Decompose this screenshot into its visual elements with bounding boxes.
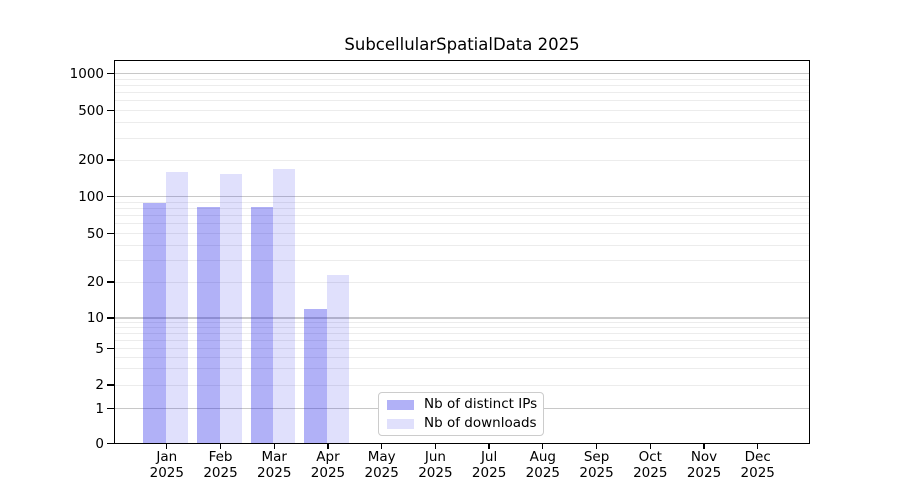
x-tick-mark-apr (327, 443, 329, 449)
x-tick-mark-dec (757, 443, 759, 449)
x-tick-mark-jun (434, 443, 437, 449)
x-tick-label-apr: Apr 2025 (310, 449, 346, 481)
y-tick-label-50: 50 (86, 225, 104, 242)
x-tick-label-mar: Mar 2025 (257, 449, 292, 481)
x-tick-label-jul: Jul 2025 (471, 449, 507, 481)
y-tick-mark-10 (107, 317, 114, 319)
y-gridline-minor-900 (114, 78, 810, 80)
y-tick-label-5: 5 (95, 340, 104, 357)
y-gridline-minor-6 (114, 339, 810, 341)
y-gridline-minor-8 (114, 327, 810, 329)
y-tick-mark-20 (107, 281, 114, 283)
y-gridline-minor-400 (114, 122, 810, 124)
y-tick-label-20: 20 (86, 274, 104, 290)
y-gridline-minor-9 (114, 322, 810, 324)
y-gridline-minor-90 (114, 201, 810, 203)
x-tick-label-sep: Sep 2025 (579, 449, 614, 481)
y-gridline-minor-3 (114, 368, 810, 370)
y-gridline-minor-20 (114, 281, 810, 283)
y-tick-label-200: 200 (78, 152, 104, 168)
bar-distinct-ips-feb (197, 207, 220, 444)
x-tick-mark-nov (703, 443, 705, 449)
y-gridline-minor-40 (114, 244, 810, 246)
x-tick-mark-sep (595, 443, 598, 449)
y-gridline-major-10 (114, 317, 810, 319)
y-tick-label-1: 1 (95, 400, 104, 417)
y-gridline-minor-200 (114, 159, 810, 161)
y-tick-label-2: 2 (95, 377, 104, 393)
x-tick-label-dec: Dec 2025 (740, 449, 775, 481)
y-tick-mark-1000 (107, 72, 114, 75)
y-tick-label-10: 10 (86, 310, 104, 326)
bar-downloads-mar (273, 169, 296, 444)
y-gridline-minor-600 (114, 100, 810, 102)
y-gridline-minor-800 (114, 84, 810, 86)
y-gridline-minor-5 (114, 348, 810, 349)
y-gridline-minor-300 (114, 137, 810, 139)
y-gridline-minor-50 (114, 233, 810, 234)
y-tick-mark-500 (107, 109, 114, 112)
y-gridline-minor-500 (114, 110, 810, 111)
y-tick-label-500: 500 (78, 102, 104, 119)
x-tick-label-nov: Nov 2025 (686, 449, 722, 481)
x-tick-label-feb: Feb 2025 (203, 449, 238, 481)
y-tick-mark-1 (107, 407, 114, 410)
x-tick-mark-may (381, 443, 383, 449)
x-tick-label-may: May 2025 (364, 449, 399, 481)
y-gridline-major-1000 (114, 72, 810, 75)
y-tick-mark-2 (107, 384, 114, 386)
legend-label-downloads: Nb of downloads (424, 415, 537, 431)
y-tick-mark-200 (107, 159, 114, 161)
y-tick-mark-5 (107, 347, 114, 350)
y-gridline-minor-30 (114, 260, 810, 262)
bar-downloads-feb (219, 174, 242, 444)
bar-downloads-jan (165, 172, 188, 444)
legend-swatch-distinct-ips-icon (387, 399, 414, 410)
x-tick-mark-feb (219, 443, 222, 449)
y-tick-mark-100 (107, 195, 114, 198)
x-tick-mark-jan (166, 443, 168, 449)
x-tick-mark-oct (649, 443, 651, 449)
x-tick-label-oct: Oct 2025 (633, 449, 668, 481)
y-gridline-major-100 (114, 195, 810, 198)
x-tick-mark-mar (273, 443, 275, 449)
legend-swatch-downloads-icon (387, 418, 414, 429)
bar-distinct-ips-apr (304, 308, 327, 444)
y-tick-label-1000: 1000 (69, 65, 104, 82)
y-gridline-minor-2 (114, 384, 810, 386)
y-gridline-minor-700 (114, 92, 810, 94)
x-tick-label-jun: Jun 2025 (418, 449, 453, 481)
legend-item-downloads: Nb of downloads (387, 415, 537, 431)
legend-label-distinct-ips: Nb of distinct IPs (424, 396, 538, 412)
x-tick-mark-aug (542, 443, 544, 449)
y-gridline-minor-60 (114, 223, 810, 225)
y-tick-label-100: 100 (78, 188, 104, 205)
y-tick-label-0: 0 (95, 435, 104, 452)
x-tick-label-aug: Aug 2025 (525, 449, 560, 481)
y-gridline-minor-80 (114, 207, 810, 209)
bar-downloads-apr (326, 274, 349, 444)
y-tick-mark-0 (107, 442, 114, 445)
bar-distinct-ips-mar (250, 207, 274, 444)
y-gridline-minor-7 (114, 333, 810, 335)
y-gridline-minor-70 (114, 215, 810, 217)
x-tick-label-jan: Jan 2025 (149, 449, 184, 481)
chart-title: SubcellularSpatialData 2025 (344, 35, 580, 54)
x-tick-mark-jul (488, 443, 490, 449)
y-tick-mark-50 (107, 232, 114, 235)
bar-distinct-ips-jan (143, 203, 166, 444)
legend-item-distinct-ips: Nb of distinct IPs (387, 396, 538, 412)
y-gridline-minor-4 (114, 356, 810, 358)
legend: Nb of distinct IPs Nb of downloads (378, 392, 544, 436)
